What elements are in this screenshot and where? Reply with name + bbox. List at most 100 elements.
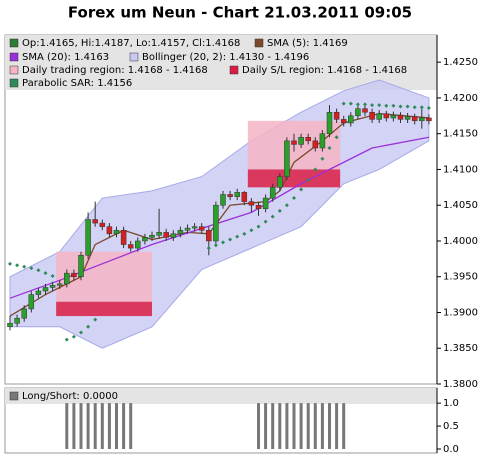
y-tick-label: 1.4100 [443, 164, 478, 175]
sar-dot [370, 103, 375, 108]
candle-body [305, 137, 311, 142]
y-tick-label: 1.4250 [443, 57, 478, 68]
bar [292, 403, 296, 450]
bar [122, 403, 126, 450]
y-tick-label: 0.5 [443, 421, 459, 432]
candle-body [248, 201, 255, 206]
candle-body [14, 317, 20, 324]
bar [115, 403, 118, 450]
sar-dot [306, 178, 311, 183]
bar [328, 403, 331, 450]
candle-body [419, 117, 425, 122]
line-series [9, 113, 429, 317]
sar-dot [206, 246, 211, 251]
candle-body [135, 240, 141, 249]
candle-body [220, 194, 226, 206]
candle-body [113, 229, 120, 235]
legend-swatch [9, 391, 19, 401]
sar-dot [79, 330, 83, 335]
candle-body [312, 140, 319, 149]
bar [335, 403, 339, 450]
bar [72, 403, 76, 450]
bar [306, 403, 310, 450]
y-tick-label: 1.0 [443, 398, 459, 409]
legend-swatch [9, 38, 19, 48]
candle-body [383, 113, 390, 119]
candle-body [390, 114, 397, 119]
bar [86, 403, 90, 450]
legend-swatch [9, 78, 19, 88]
sar-dot [242, 231, 247, 236]
sar-dot [22, 264, 27, 269]
candle-body [411, 116, 418, 122]
y-tick-label: 1.3900 [443, 307, 478, 318]
legend-label: Bollinger (20, 2): 1.4130 - 1.4196 [142, 52, 309, 63]
sar-dot [391, 103, 396, 108]
legend-label: Daily trading region: 1.4168 - 1.4168 [22, 65, 208, 76]
bar [313, 403, 317, 450]
sar-dot [313, 167, 318, 172]
candle-body [340, 119, 347, 124]
candle-body [64, 272, 70, 285]
y-tick-label: 1.4200 [443, 93, 478, 104]
candle-body [298, 137, 304, 145]
candle-body [71, 272, 77, 277]
candle-body [355, 108, 361, 117]
sar-dot [412, 105, 417, 110]
bar [299, 403, 303, 450]
sar-dot [299, 187, 304, 192]
bar [129, 403, 133, 450]
sar-dot [15, 263, 20, 268]
sar-dot [235, 234, 240, 239]
y-tick-label: 1.4050 [443, 200, 478, 211]
sar-dot [405, 104, 410, 109]
candle-body [404, 116, 411, 120]
legend-label: Parabolic SAR: 1.4156 [22, 78, 132, 89]
sar-dot [263, 219, 268, 224]
candle-body [348, 115, 354, 124]
y-tick-label: 1.3800 [443, 379, 478, 390]
sar-dot [93, 317, 98, 322]
candle-body [120, 229, 127, 245]
y-tick-label: 0.0 [443, 444, 459, 455]
region [56, 301, 152, 317]
candle-body [369, 111, 375, 120]
bar [278, 403, 282, 450]
candle-body [35, 290, 42, 295]
candle-body [284, 140, 290, 177]
sar-dot [284, 203, 289, 208]
candle-body [376, 113, 382, 120]
candle-body [333, 111, 340, 120]
candle-body [127, 244, 134, 249]
bar [264, 403, 268, 450]
candle-body [262, 197, 269, 210]
candle-body [362, 108, 368, 113]
sar-dot [363, 102, 367, 107]
sar-dot [221, 240, 225, 245]
candle-body [241, 192, 248, 202]
bar [285, 403, 289, 450]
candle-body [106, 226, 113, 235]
y-tick-label: 1.3850 [443, 343, 478, 354]
candle-body [170, 233, 177, 238]
bar [79, 403, 83, 450]
candle-body [56, 283, 63, 286]
legend-label: SMA (5): 1.4169 [267, 38, 348, 49]
sar-dot [348, 101, 353, 106]
legend-swatch [229, 65, 239, 75]
candle-body [49, 285, 56, 288]
bar [342, 403, 346, 450]
candle-body [426, 117, 432, 122]
legend-label: Long/Short: 0.0000 [22, 391, 118, 402]
sar-dot [86, 324, 91, 329]
legend-box [5, 35, 437, 90]
candle-body [92, 219, 98, 224]
candle-body [78, 255, 84, 277]
candle-body [149, 234, 155, 238]
legend-label: Op:1.4165, Hi:1.4187, Lo:1.4157, Cl:1.41… [22, 38, 240, 49]
candle-body [177, 229, 184, 235]
sar-dot [50, 274, 55, 279]
sar-dot [419, 105, 424, 110]
